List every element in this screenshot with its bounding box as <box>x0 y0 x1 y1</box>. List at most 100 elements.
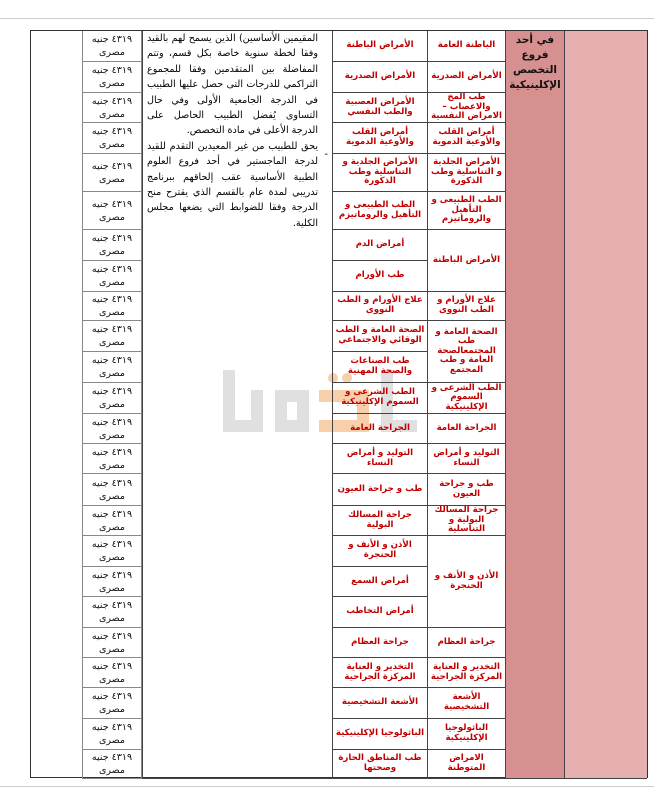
fee-amount: ٤٣١٩ جنيه <box>91 198 133 210</box>
fee-cell: ٤٣١٩ جنيه مصرى <box>82 536 142 567</box>
subspecialty-cell: جراحة المسالك البولية <box>332 506 427 536</box>
fee-amount: ٤٣١٩ جنيه <box>91 160 133 172</box>
fee-amount: ٤٣١٩ جنيه <box>91 722 133 733</box>
fee-cell: ٤٣١٩ جنيه مصرى <box>82 414 142 444</box>
department-cell: الطب الطبيعى و التأهيل والروماتيزم <box>427 192 505 230</box>
fee-currency: مصرى <box>99 673 126 685</box>
fee-currency: مصرى <box>99 429 126 441</box>
fee-currency: مصرى <box>99 582 126 594</box>
page-top-divider <box>0 18 654 19</box>
fee-cell: ٤٣١٩ جنيه مصرى <box>82 62 142 93</box>
subspecialty-cell: أمراض القلب والأوعية الدموية <box>332 123 427 154</box>
department-cell: الجراحة العامة <box>427 414 505 444</box>
fee-cell: ٤٣١٩ جنيه مصرى <box>82 292 142 321</box>
fee-amount: ٤٣١٩ جنيه <box>91 324 133 335</box>
fee-amount: ٤٣١٩ جنيه <box>91 95 133 107</box>
fee-amount: ٤٣١٩ جنيه <box>91 65 133 76</box>
fee-amount: ٤٣١٩ جنيه <box>91 386 133 397</box>
department-cell: الصحة العامة و طب المجتمعالصحة العامة و … <box>427 321 505 383</box>
empty-column <box>29 31 82 779</box>
fee-amount: ٤٣١٩ جنيه <box>91 752 133 763</box>
fee-amount: ٤٣١٩ جنيه <box>91 477 133 489</box>
fee-amount: ٤٣١٩ جنيه <box>91 294 133 305</box>
department-cell: الأمراض الصدرية <box>427 62 505 93</box>
subspecialty-cell: التخدير و العناية المركزة الجراحية <box>332 658 427 688</box>
fee-currency: مصرى <box>99 211 126 223</box>
fee-amount: ٤٣١٩ جنيه <box>91 630 133 642</box>
fee-currency: مصرى <box>99 307 126 318</box>
fee-cell: ٤٣١٩ جنيه مصرى <box>82 93 142 123</box>
fee-cell: ٤٣١٩ جنيه مصرى <box>82 506 142 536</box>
fee-currency: مصرى <box>99 399 126 410</box>
department-cell: الأمراض الجلدية و التناسلية وطب الذكورة <box>427 154 505 192</box>
fee-amount: ٤٣١٩ جنيه <box>91 416 133 428</box>
fee-cell: ٤٣١٩ جنيه مصرى <box>82 597 142 628</box>
department-cell: الباطنة العامة <box>427 31 505 62</box>
department-cell: الأذن و الأنف و الحنجرة <box>427 536 505 628</box>
department-cell: التخدير و العناية المركزة الجراحية <box>427 658 505 688</box>
fee-cell: ٤٣١٩ جنيه مصرى <box>82 567 142 597</box>
department-cell: جراحة العظام <box>427 628 505 658</box>
fee-cell: ٤٣١٩ جنيه مصرى <box>82 444 142 474</box>
subspecialty-cell: أمراض السمع <box>332 567 427 597</box>
bullet-dash: - <box>324 149 328 160</box>
specialty-group-header: في أحد فروع التخصص الإكلينيكية <box>505 31 564 779</box>
fee-currency: مصرى <box>99 643 126 655</box>
fee-cell: ٤٣١٩ جنيه مصرى <box>82 321 142 352</box>
subspecialty-cell: الصحة العامة و الطب الوقائي والاجتماعي <box>332 321 427 352</box>
fee-amount: ٤٣١٩ جنيه <box>91 569 133 581</box>
fee-amount: ٤٣١٩ جنيه <box>91 34 133 45</box>
description-paragraph-1: المقيمين الأساسين) الذين يسمح لهم بالقيد… <box>147 33 318 137</box>
subspecialty-cell: الأمراض الصدرية <box>332 62 427 93</box>
department-cell: علاج الأورام و الطب النووى <box>427 292 505 321</box>
fee-currency: مصرى <box>99 521 126 533</box>
department-cell: طب المخ والاعصاب –الامراض النفسية <box>427 93 505 123</box>
fee-amount: ٤٣١٩ جنيه <box>91 446 133 458</box>
fee-currency: مصرى <box>99 337 126 348</box>
fee-amount: ٤٣١٩ جنيه <box>91 233 133 244</box>
department-cell: الطب الشرعى و السموم الإكلينيكية <box>427 383 505 414</box>
subspecialty-cell: الطب الشرعى و السموم الإكلينيكية <box>332 383 427 414</box>
fee-currency: مصرى <box>99 490 126 502</box>
fee-currency: مصرى <box>99 47 126 58</box>
fees-table: في أحد فروع التخصص الإكلينيكية المقيمين … <box>29 30 648 779</box>
description-paragraph-2: يحق للطبيب من غير المعيدين التقدم للقيد … <box>147 140 318 229</box>
fee-currency: مصرى <box>99 552 126 563</box>
fee-currency: مصرى <box>99 704 126 715</box>
subspecialty-cell: الأشعة التشخيصية <box>332 688 427 719</box>
subspecialty-cell: طب الأورام <box>332 261 427 292</box>
subspecialty-cell: التوليد و أمراض النساء <box>332 444 427 474</box>
fee-cell: ٤٣١٩ جنيه مصرى <box>82 474 142 506</box>
fee-cell: ٤٣١٩ جنيه مصرى <box>82 230 142 261</box>
subspecialty-cell: الأذن و الأنف و الحنجرة <box>332 536 427 567</box>
fee-currency: مصرى <box>99 78 126 89</box>
requirements-description: المقيمين الأساسين) الذين يسمح لهم بالقيد… <box>142 31 332 779</box>
department-cell: جراحة المسالك البولية و التناسلية <box>427 506 505 536</box>
fee-amount: ٤٣١٩ جنيه <box>91 539 133 550</box>
blank-pink-column <box>564 31 647 779</box>
fee-currency: مصرى <box>99 368 126 379</box>
subspecialty-cell: الطب الطبيعى و التأهيل والروماتيزم <box>332 192 427 230</box>
fee-amount: ٤٣١٩ جنيه <box>91 508 133 520</box>
fee-amount: ٤٣١٩ جنيه <box>91 264 133 275</box>
fee-cell: ٤٣١٩ جنيه مصرى <box>82 658 142 688</box>
fee-cell: ٤٣١٩ جنيه مصرى <box>82 628 142 658</box>
department-cell: الأشعة التشخيصية <box>427 688 505 719</box>
subspecialty-cell: الأمراض العصبية والطب النفسي <box>332 93 427 123</box>
subspecialty-cell: أمراض التخاطب <box>332 597 427 628</box>
fee-cell: ٤٣١٩ جنيه مصرى <box>82 352 142 383</box>
department-cell: أمراض القلب والأوعية الدموية <box>427 123 505 154</box>
department-cell: طب و جراحة العيون <box>427 474 505 506</box>
fee-currency: مصرى <box>99 246 126 257</box>
subspecialty-cell: الأمراض الباطنة <box>332 31 427 62</box>
fee-currency: مصرى <box>99 173 126 185</box>
department-cell: الامراض المتوطنة <box>427 750 505 779</box>
fee-amount: ٤٣١٩ جنيه <box>91 691 133 702</box>
fee-cell: ٤٣١٩ جنيه مصرى <box>82 261 142 292</box>
fee-currency: مصرى <box>99 139 126 150</box>
fee-currency: مصرى <box>99 459 126 471</box>
fee-cell: ٤٣١٩ جنيه مصرى <box>82 688 142 719</box>
subspecialty-cell: جراحة العظام <box>332 628 427 658</box>
department-cell: الباثولوجيا الإكلينيكية <box>427 719 505 750</box>
fee-cell: ٤٣١٩ جنيه مصرى <box>82 123 142 154</box>
